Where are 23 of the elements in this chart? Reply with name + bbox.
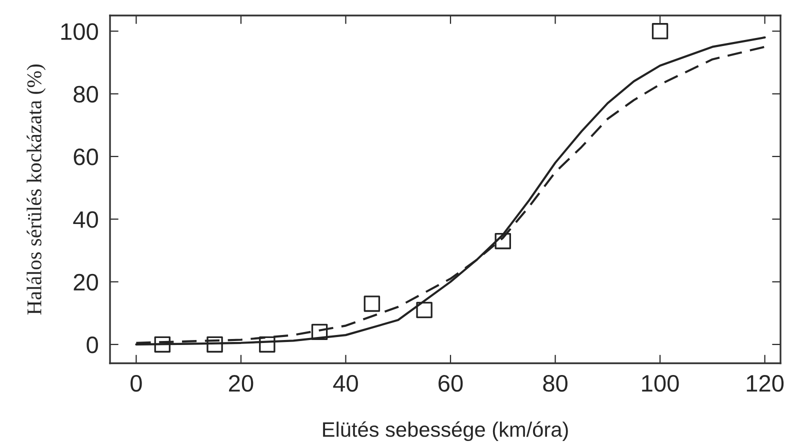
y-tick-label: 20	[74, 274, 98, 291]
point	[416, 302, 432, 318]
point	[652, 23, 668, 40]
x-axis-title: Elütés sebessége (km/óra)	[323, 421, 568, 442]
y-tick-label: 100	[61, 23, 98, 40]
y-tick-label: 60	[74, 148, 98, 166]
x-tick-label: 80	[543, 374, 568, 392]
x-tick-label: 0	[130, 374, 142, 392]
point	[154, 336, 171, 353]
point	[494, 232, 512, 250]
point	[259, 336, 276, 353]
y-axis-title: Halálos sérülés kockázata (%)	[26, 64, 46, 315]
point	[206, 336, 223, 353]
x-tick-label: 120	[746, 374, 784, 392]
point	[311, 324, 328, 340]
point	[364, 296, 380, 312]
y-tick-label: 0	[86, 336, 98, 354]
x-tick-label: 40	[333, 374, 358, 392]
x-tick-label: 100	[642, 374, 679, 392]
x-tick-label: 20	[229, 374, 254, 392]
y-tick-label: 80	[74, 86, 98, 103]
y-tick-label: 40	[73, 211, 98, 228]
x-tick-label: 60	[438, 374, 463, 392]
